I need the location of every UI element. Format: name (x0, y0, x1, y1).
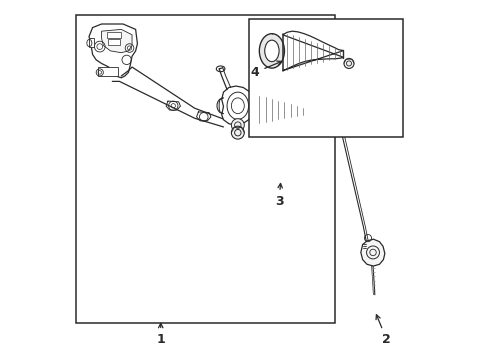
Polygon shape (89, 39, 94, 47)
Text: 1: 1 (156, 323, 165, 346)
Ellipse shape (265, 40, 279, 62)
Polygon shape (361, 239, 385, 266)
Polygon shape (283, 31, 343, 71)
Text: 2: 2 (376, 315, 391, 346)
Polygon shape (253, 96, 311, 125)
Polygon shape (98, 67, 118, 76)
Bar (76, 15, 335, 323)
Polygon shape (89, 24, 137, 78)
Polygon shape (221, 86, 254, 125)
Ellipse shape (231, 126, 245, 139)
Text: 3: 3 (275, 184, 283, 208)
Text: 4: 4 (251, 61, 282, 79)
Bar (248, 19, 403, 137)
Ellipse shape (344, 58, 354, 68)
Ellipse shape (259, 34, 285, 68)
Polygon shape (101, 30, 132, 53)
Ellipse shape (231, 119, 245, 132)
Polygon shape (107, 32, 122, 39)
Polygon shape (108, 39, 120, 45)
